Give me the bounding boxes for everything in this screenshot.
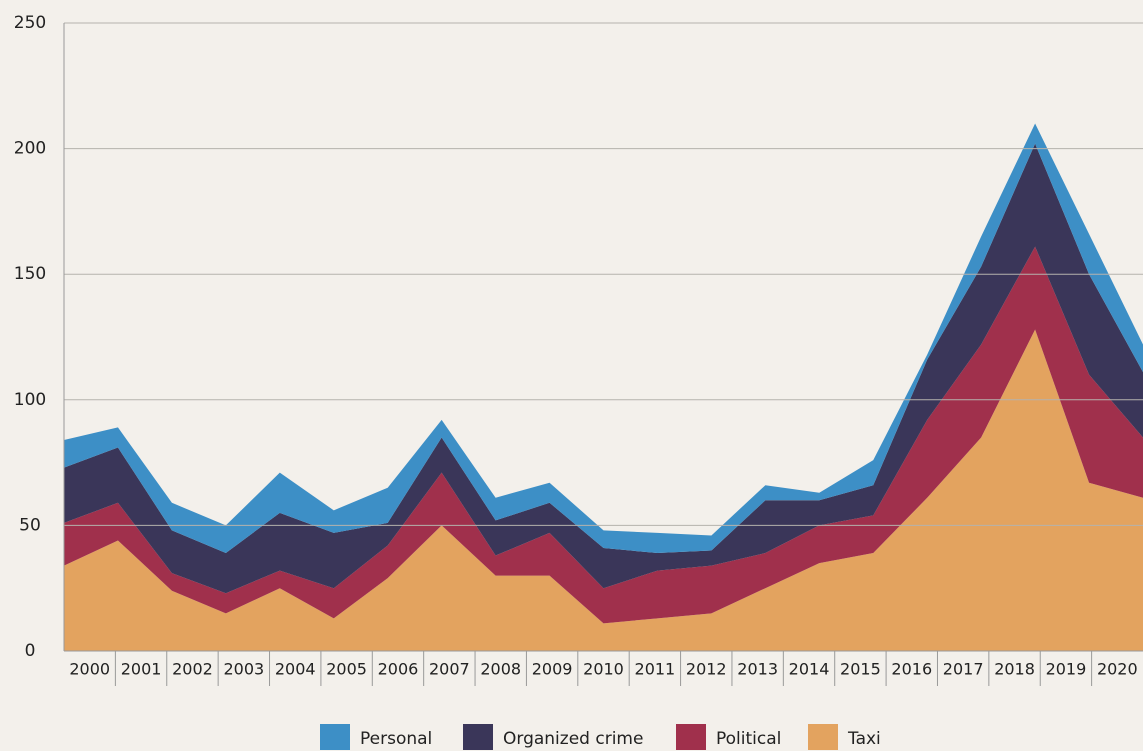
x-tick-label: 2012	[686, 660, 727, 679]
area	[64, 246, 1143, 624]
x-tick-label: 2019	[1046, 660, 1087, 679]
legend-label: Taxi	[847, 729, 881, 749]
x-tick-label: 2014	[789, 660, 830, 679]
x-tick-label: 2002	[172, 660, 213, 679]
x-tick-label: 2005	[326, 660, 367, 679]
legend-label: Organized crime	[503, 729, 643, 749]
x-tick-label: 2015	[840, 660, 881, 679]
area	[64, 143, 1143, 594]
legend-swatch	[808, 724, 838, 750]
x-tick-label: 2010	[583, 660, 624, 679]
y-tick-label: 0	[25, 641, 36, 661]
legend-label: Political	[716, 729, 781, 749]
legend-label: Personal	[360, 729, 432, 749]
x-tick-label: 2018	[994, 660, 1035, 679]
x-tick-label: 2009	[532, 660, 573, 679]
x-tick-label: 2006	[378, 660, 419, 679]
y-tick-label: 200	[14, 139, 46, 159]
x-tick-label: 2017	[943, 660, 984, 679]
x-tick-label: 2004	[275, 660, 316, 679]
x-tick-label: 2001	[121, 660, 162, 679]
x-tick-label: 2011	[635, 660, 676, 679]
y-tick-label: 250	[14, 13, 46, 33]
y-tick-label: 150	[14, 264, 46, 284]
x-tick-label: 2016	[891, 660, 932, 679]
legend-swatch	[463, 724, 493, 750]
x-tick-label: 2000	[69, 660, 110, 679]
x-tick-label: 2020	[1097, 660, 1138, 679]
x-tick-label: 2013	[737, 660, 778, 679]
x-tick-label: 2008	[480, 660, 521, 679]
y-tick-label: 50	[19, 515, 41, 535]
area	[64, 123, 1143, 554]
x-tick-label: 2007	[429, 660, 470, 679]
y-tick-label: 100	[14, 390, 46, 410]
area	[64, 329, 1143, 651]
legend-swatch	[676, 724, 706, 750]
legend-swatch	[320, 724, 350, 750]
x-tick-label: 2003	[223, 660, 264, 679]
